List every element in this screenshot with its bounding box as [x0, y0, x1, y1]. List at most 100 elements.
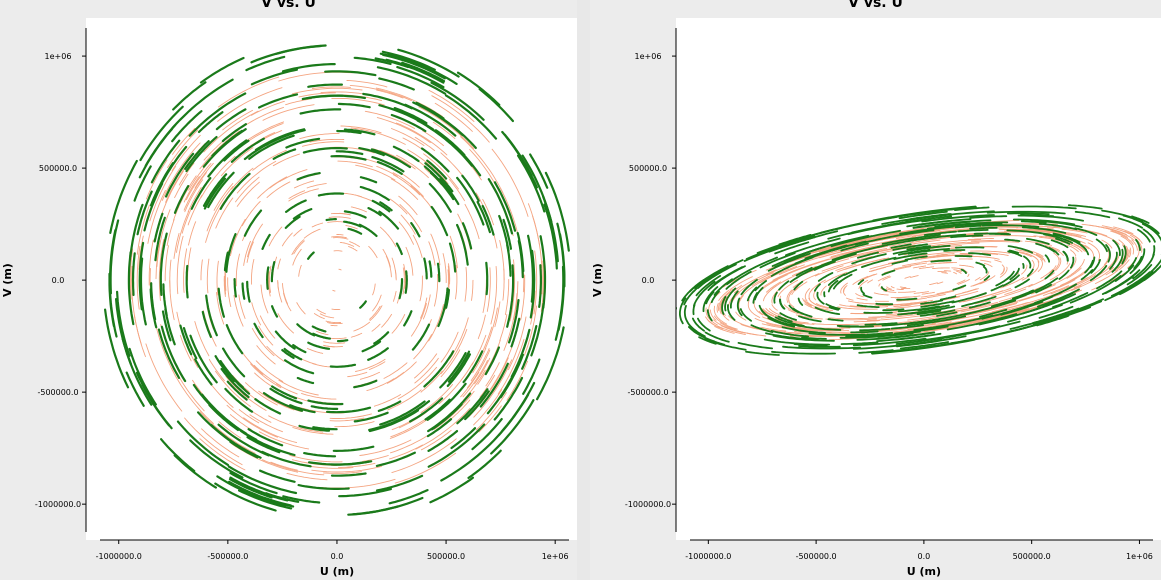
uv-track — [893, 253, 955, 308]
uv-track — [176, 210, 498, 350]
uv-track — [258, 93, 416, 467]
uv-track — [228, 53, 446, 507]
uv-track — [705, 234, 1143, 326]
uv-track — [296, 223, 378, 337]
uv-track — [247, 223, 427, 337]
uv-track — [767, 232, 1081, 328]
uv-track — [216, 53, 458, 507]
uv-track — [798, 237, 1050, 323]
uv-track — [736, 244, 1111, 317]
uv-track — [293, 180, 380, 380]
uv-track — [299, 133, 375, 428]
uv-track — [890, 243, 958, 317]
uv-track — [253, 174, 421, 387]
x-tick-label: 0.0 — [918, 552, 931, 561]
uv-track — [207, 139, 467, 421]
uv-track — [791, 265, 1056, 295]
uv-track — [184, 179, 490, 382]
uv-track — [158, 238, 516, 322]
uv-track — [164, 245, 510, 316]
uv-track — [785, 237, 1063, 323]
uv-track — [274, 150, 400, 410]
uv-track — [739, 238, 1108, 322]
uv-track — [229, 101, 445, 459]
uv-track — [904, 276, 944, 285]
uv-track — [856, 219, 992, 341]
uv-track — [284, 185, 390, 375]
uv-track — [251, 204, 423, 357]
uv-track — [121, 154, 553, 406]
uv-track — [179, 204, 495, 356]
uv-track — [138, 241, 536, 319]
uv-track — [277, 226, 397, 334]
uv-track — [281, 62, 392, 498]
chart-title: V vs. U — [261, 0, 316, 11]
uv-track — [202, 128, 472, 433]
uv-track — [223, 263, 451, 297]
uv-track — [270, 261, 404, 300]
y-tick-label: -1000000.0 — [35, 500, 81, 509]
uv-track — [229, 218, 444, 342]
uv-track — [266, 198, 408, 362]
x-tick-label: -500000.0 — [207, 552, 248, 561]
uv-track — [844, 257, 1004, 303]
uv-track — [774, 241, 1074, 319]
uv-track — [848, 255, 1000, 305]
uv-track — [332, 268, 342, 292]
uv-track — [136, 190, 538, 370]
uv-track — [769, 244, 1079, 316]
uv-track — [179, 198, 495, 362]
uv-track — [215, 153, 459, 407]
uv-track — [188, 221, 486, 340]
uv-track — [278, 71, 396, 489]
uv-track — [778, 264, 1069, 296]
uv-track — [156, 209, 518, 351]
uv-track — [253, 222, 421, 339]
uv-track — [857, 275, 991, 285]
uv-track — [241, 201, 433, 360]
x-axis-label: U (m) — [907, 565, 941, 578]
uv-track — [786, 257, 1062, 303]
uv-track — [852, 275, 996, 285]
uv-track — [254, 165, 420, 395]
uv-track — [311, 86, 362, 474]
uv-track — [831, 245, 1017, 316]
uv-track — [794, 269, 1054, 292]
uv-track — [815, 250, 1032, 310]
uv-track — [155, 240, 519, 320]
uv-track — [149, 238, 525, 322]
uv-track — [159, 232, 515, 328]
uv-track — [154, 216, 520, 344]
uv-track — [878, 273, 970, 287]
uv-track — [297, 70, 377, 490]
uv-track — [116, 203, 558, 357]
uv-track — [139, 105, 535, 455]
uv-track — [713, 264, 1135, 296]
uv-track — [225, 205, 449, 355]
uv-track — [235, 176, 439, 384]
uv-track — [250, 172, 424, 389]
uv-track — [192, 143, 482, 417]
uv-track — [213, 183, 461, 378]
plot-canvas-left[interactable]: 1e+06 500000.0 0.0 -500000.0 -1000000.0 -1000… — [0, 0, 577, 580]
uv-track — [244, 106, 430, 454]
uv-track — [704, 217, 1144, 343]
plot-canvas-right[interactable]: 1e+06 500000.0 0.0 -500000.0 -1000000.0 -1000… — [590, 0, 1161, 580]
uv-track — [766, 267, 1082, 293]
uv-track — [158, 170, 516, 390]
uv-track — [208, 179, 465, 382]
uv-track — [145, 148, 529, 412]
uv-track — [814, 268, 1034, 292]
uv-tracks — [676, 204, 1161, 356]
uv-track — [859, 229, 989, 332]
uv-track — [216, 260, 458, 300]
uv-track — [897, 267, 950, 293]
uv-track — [275, 44, 399, 516]
uv-track — [292, 207, 382, 354]
uv-track — [245, 55, 429, 505]
uv-track — [828, 241, 1020, 320]
uv-track — [173, 175, 501, 385]
uv-track — [899, 272, 948, 289]
uv-track — [893, 225, 954, 335]
uv-track — [187, 194, 487, 366]
